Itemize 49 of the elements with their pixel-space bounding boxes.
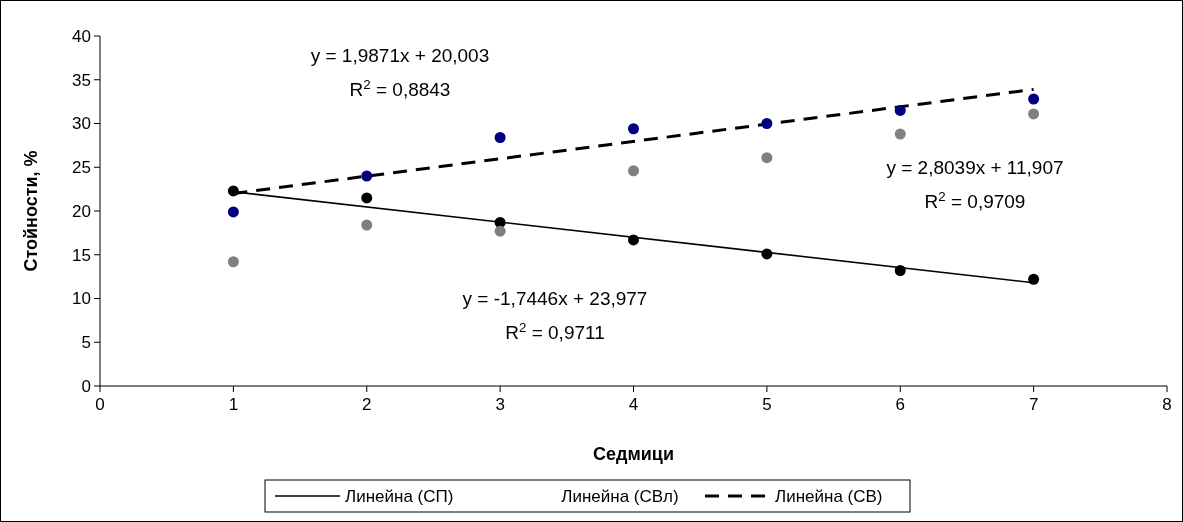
x-axis-title: Седмици <box>593 444 674 464</box>
point <box>894 128 906 140</box>
point <box>761 248 773 260</box>
y-tick-label: 0 <box>81 376 91 396</box>
x-tick-label: 2 <box>362 395 372 414</box>
x-tick-label: 8 <box>1162 395 1172 414</box>
point <box>494 132 506 143</box>
x-tick-label: 6 <box>895 395 905 414</box>
x-tick-label: 3 <box>495 395 505 414</box>
point <box>361 219 373 231</box>
point <box>628 234 639 246</box>
point <box>227 206 239 218</box>
point <box>1028 108 1040 120</box>
point <box>628 165 639 177</box>
x-tick-label: 5 <box>762 395 772 414</box>
point <box>227 185 239 197</box>
y-tick-label: 5 <box>81 333 91 353</box>
y-axis-title: Стойности, % <box>21 150 41 272</box>
annotation: R$^{2}$ = 0,9709 <box>924 188 1026 212</box>
point <box>227 256 239 268</box>
point <box>761 118 773 129</box>
annotation: R$^{2}$ = 0,9711 <box>505 319 605 343</box>
point <box>894 104 906 116</box>
point <box>1028 273 1040 285</box>
annotation: R$^{2}$ = 0,8843 <box>349 76 451 100</box>
point <box>894 265 906 276</box>
point <box>628 123 639 135</box>
y-tick-label: 40 <box>72 26 91 46</box>
y-tick-label: 35 <box>72 70 91 90</box>
x-tick-label: 0 <box>95 395 105 414</box>
y-tick-label: 10 <box>72 289 91 309</box>
point <box>1028 93 1040 105</box>
x-tick-label: 7 <box>1028 395 1039 414</box>
x-tick-label: 4 <box>628 395 639 414</box>
legend-label: Линейна (СВ) <box>775 486 883 506</box>
x-tick-label: 1 <box>228 395 239 414</box>
text: Линейна (СВл) <box>561 486 679 506</box>
y-tick-label: 30 <box>72 114 91 134</box>
point <box>761 152 773 164</box>
legend-label: Линейна (СП) <box>345 486 454 506</box>
point <box>361 192 373 204</box>
annotation: y = 1,9871x + 20,003 <box>310 45 490 66</box>
annotation: y = -1,7446x + 23,977 <box>462 288 648 309</box>
annotation: y = 2,8039x + 11,907 <box>886 157 1064 178</box>
point <box>361 170 373 182</box>
y-tick-label: 15 <box>72 245 91 265</box>
y-tick-label: 25 <box>72 158 91 178</box>
point <box>494 225 506 237</box>
y-tick-label: 20 <box>72 201 91 221</box>
